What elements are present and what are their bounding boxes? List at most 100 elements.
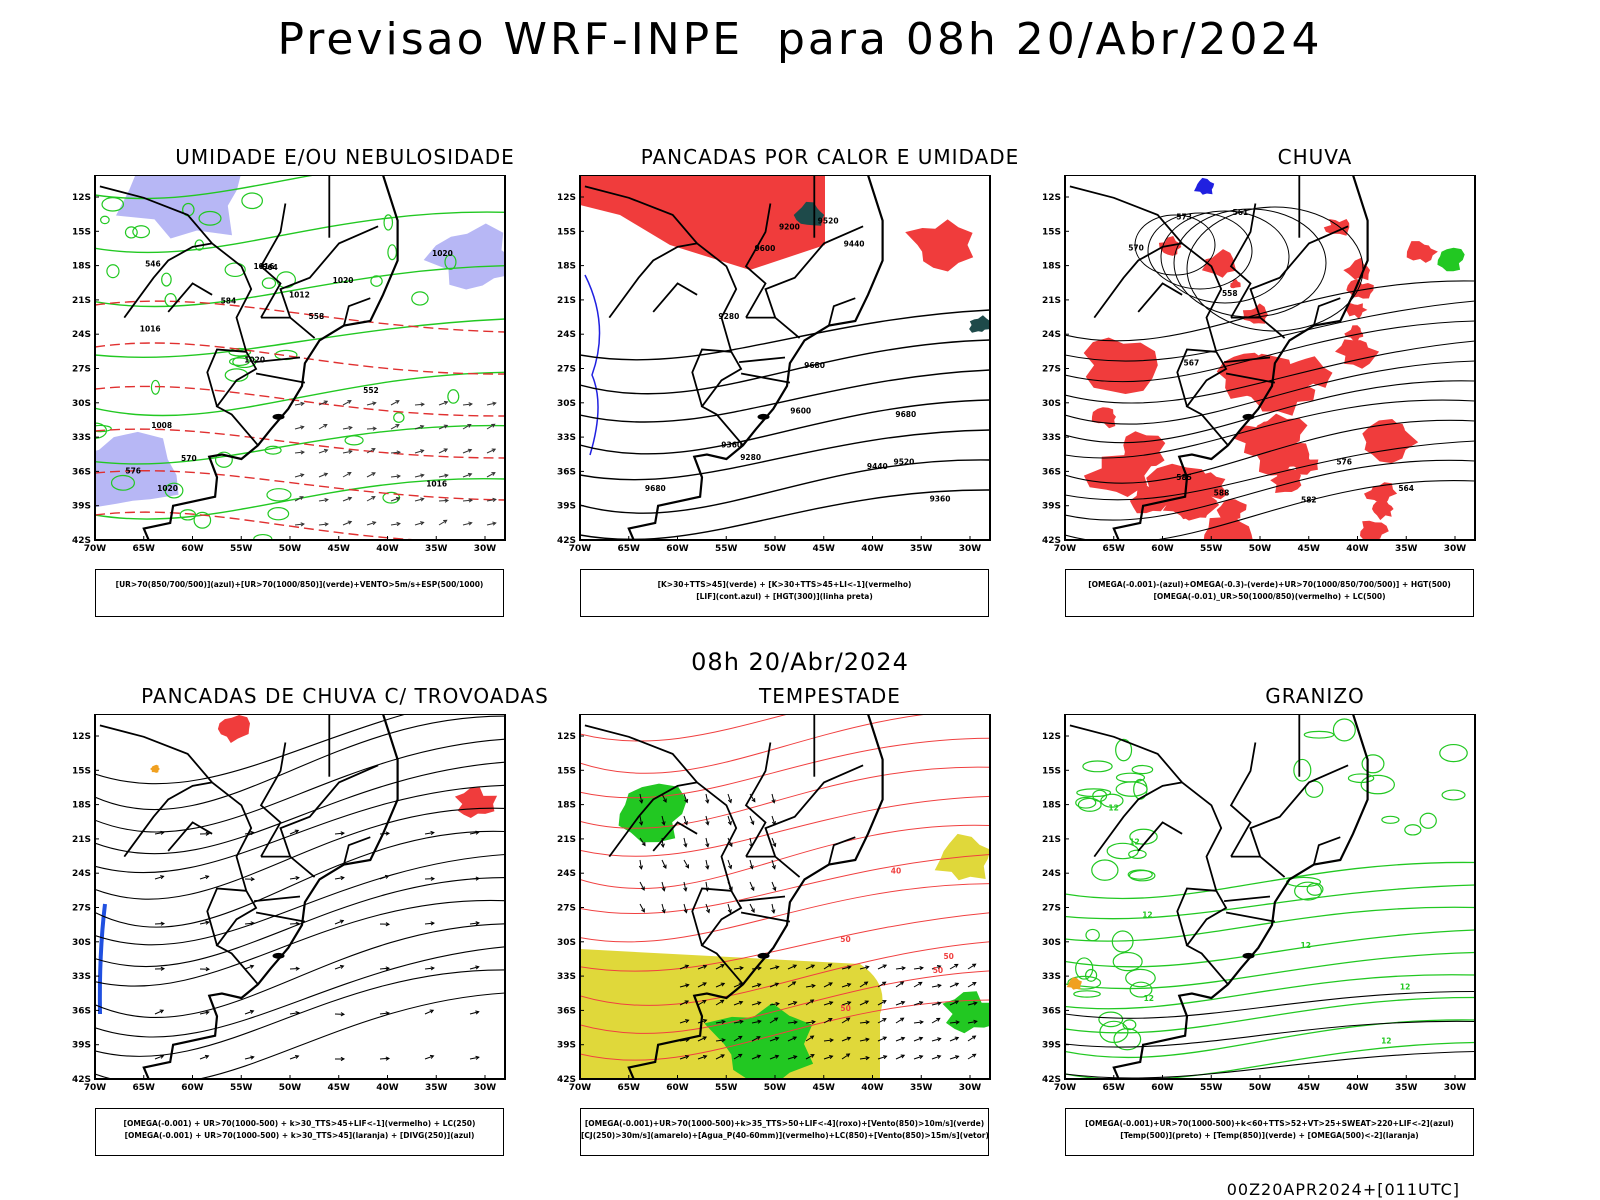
wind-vector bbox=[289, 1055, 299, 1060]
wind-arrowhead bbox=[300, 425, 305, 430]
wind-vector bbox=[841, 1017, 850, 1024]
instability-fill bbox=[793, 201, 825, 226]
wind-vector bbox=[199, 1055, 209, 1060]
lat-label: 36S bbox=[72, 467, 91, 477]
wind-vector bbox=[390, 475, 401, 478]
wind-arrowhead bbox=[811, 1020, 816, 1025]
temp-contour bbox=[1098, 1011, 1124, 1028]
lat-label: 27S bbox=[557, 904, 576, 914]
border-line bbox=[206, 348, 247, 407]
contour-label: 1008 bbox=[151, 421, 172, 430]
contour-label: 9440 bbox=[867, 462, 888, 471]
wind-arrowhead bbox=[793, 1001, 798, 1006]
wind-vector bbox=[841, 966, 851, 970]
wind-arrowhead bbox=[757, 1001, 762, 1006]
wind-arrowhead bbox=[641, 886, 645, 891]
wind-arrowhead bbox=[739, 1019, 744, 1024]
wind-vector bbox=[462, 403, 472, 406]
wind-vector bbox=[805, 1035, 814, 1042]
lon-label: 55W bbox=[230, 544, 253, 554]
wind-arrowhead bbox=[684, 1055, 690, 1060]
wind-arrowhead bbox=[372, 401, 377, 406]
wind-vector bbox=[967, 1035, 976, 1042]
wind-vector bbox=[486, 522, 496, 526]
contour-line bbox=[580, 941, 990, 1006]
border-line bbox=[343, 836, 371, 865]
contour-line bbox=[1160, 210, 1290, 304]
wind-arrowhead bbox=[661, 909, 666, 914]
wind-vector bbox=[414, 403, 425, 406]
lat-label: 15S bbox=[72, 766, 91, 776]
legend-pancadas-calor: [K>30+TTS>45](verde) + [K>30+TTS>45+LI<-… bbox=[580, 569, 989, 617]
temp-contour bbox=[1106, 842, 1139, 860]
wind-arrowhead bbox=[793, 1020, 798, 1025]
contour-label: 588 bbox=[1214, 488, 1230, 497]
lon-label: 55W bbox=[1200, 1083, 1223, 1093]
wind-arrowhead bbox=[300, 522, 305, 527]
wind-arrowhead bbox=[443, 400, 449, 405]
border-line bbox=[255, 911, 306, 923]
lat-label: 12S bbox=[1042, 732, 1061, 742]
lat-label: 18S bbox=[1042, 801, 1061, 811]
wind-arrowhead bbox=[683, 887, 688, 892]
wind-arrowhead bbox=[954, 1000, 960, 1005]
wind-arrowhead bbox=[385, 1011, 390, 1016]
lon-label: 35W bbox=[1395, 544, 1418, 554]
wind-arrowhead bbox=[475, 830, 480, 835]
wind-vector bbox=[390, 497, 400, 502]
humidity-contour bbox=[106, 264, 120, 279]
wind-arrowhead bbox=[774, 1036, 780, 1041]
rain-fill bbox=[1233, 421, 1281, 457]
wind-arrowhead bbox=[467, 472, 473, 477]
wind-vector bbox=[913, 1021, 923, 1024]
wind-vector bbox=[294, 474, 304, 478]
lon-label: 45W bbox=[813, 1083, 836, 1093]
wind-arrowhead bbox=[750, 886, 755, 892]
wind-vector bbox=[661, 903, 665, 913]
lat-label: 30S bbox=[72, 938, 91, 948]
contour-label: 12 bbox=[1400, 983, 1410, 992]
wind-vector bbox=[342, 472, 352, 478]
wind-vector bbox=[199, 921, 209, 925]
lat-label: 18S bbox=[557, 801, 576, 811]
panel-chuva: CHUVA 588 582 585 576 573 570 567 564 561 558 12S 1… bbox=[1042, 145, 1565, 617]
lat-label: 42S bbox=[1042, 536, 1061, 546]
border-line bbox=[584, 185, 698, 244]
lat-label: 33S bbox=[557, 972, 576, 982]
wind-arrowhead bbox=[662, 798, 667, 803]
lon-label: 65W bbox=[1103, 1083, 1126, 1093]
wind-arrowhead bbox=[845, 1053, 851, 1058]
map-frame bbox=[579, 175, 991, 541]
wind-arrowhead bbox=[919, 966, 924, 971]
wind-arrowhead bbox=[294, 1054, 300, 1059]
wind-vector bbox=[683, 837, 687, 847]
wind-arrowhead bbox=[792, 1036, 798, 1041]
temp-contour bbox=[1112, 951, 1143, 972]
border-line bbox=[1249, 764, 1349, 857]
wind-arrowhead bbox=[249, 964, 255, 969]
contour-label: 582 bbox=[1301, 495, 1317, 504]
wind-vector bbox=[154, 831, 164, 835]
temp-contour bbox=[1303, 730, 1335, 739]
wind-vector bbox=[697, 1036, 707, 1042]
wind-vector bbox=[895, 1001, 905, 1006]
wind-vector bbox=[683, 881, 687, 891]
wind-vector bbox=[859, 1000, 869, 1006]
wind-arrowhead bbox=[810, 964, 816, 969]
lon-label: 55W bbox=[1200, 544, 1223, 554]
border-line bbox=[1225, 911, 1276, 923]
wind-arrowhead bbox=[828, 1018, 833, 1022]
wind-arrowhead bbox=[396, 521, 401, 527]
contour-label: 9440 bbox=[844, 240, 865, 249]
contour-line bbox=[1065, 1041, 1475, 1079]
lat-label: 27S bbox=[72, 365, 91, 375]
wind-arrowhead bbox=[955, 1055, 960, 1060]
wind-arrowhead bbox=[792, 964, 798, 969]
wind-vector bbox=[705, 815, 709, 825]
contour-line bbox=[1065, 479, 1475, 540]
border-line bbox=[1181, 242, 1223, 353]
wind-arrowhead bbox=[204, 1054, 210, 1059]
coastline bbox=[142, 175, 399, 540]
wind-vector bbox=[199, 875, 209, 880]
wind-vector bbox=[769, 1037, 779, 1042]
